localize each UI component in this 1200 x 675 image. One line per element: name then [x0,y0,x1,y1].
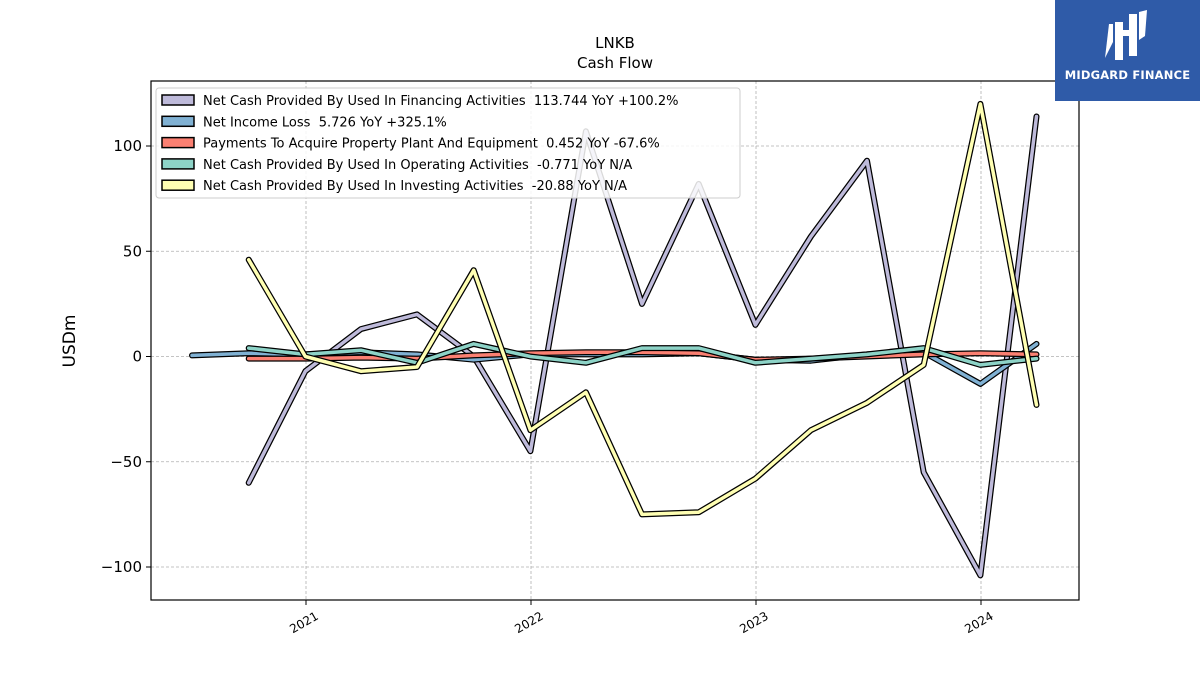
series-stroke [246,342,1039,367]
chart-title: LNKB [595,34,635,52]
legend-box [155,87,741,199]
y-tick-label: −100 [101,558,142,576]
midgard-finance-logo: MIDGARD FINANCE [1055,0,1200,101]
logo-text: MIDGARD FINANCE [1064,68,1191,82]
x-axis: 2021 2022 2023 2024 [287,600,996,636]
legend-label: Net Cash Provided By Used In Operating A… [203,158,632,173]
legend-swatch [161,94,195,106]
series-line [245,349,1040,363]
series-line [245,113,1040,579]
legend-label: Payments To Acquire Property Plant And E… [203,137,660,152]
series-line [245,340,1040,368]
legend-label: Net Income Loss 5.726 YoY +325.1% [203,115,447,130]
x-tick-label: 2023 [737,609,770,636]
y-axis: 100 50 0 −50 −100 [101,137,151,576]
legend-swatch [161,179,195,191]
series-stroke [246,102,1039,517]
y-tick-label: 0 [132,348,142,366]
legend-label: Net Cash Provided By Used In Investing A… [203,179,627,194]
chart-subtitle: Cash Flow [577,54,653,72]
legend-label: Net Cash Provided By Used In Financing A… [203,94,678,109]
x-tick-label: 2021 [287,609,320,636]
series-layer [189,100,1040,579]
logo-mark-icon [1105,10,1147,60]
y-tick-label: 50 [123,242,142,260]
legend-swatch [161,136,195,149]
y-tick-label: 100 [113,137,142,155]
series-stroke [246,350,1039,362]
legend-swatch [161,115,195,128]
legend-swatch [161,158,195,170]
x-tick-label: 2024 [962,609,995,636]
legend: Net Cash Provided By Used In Financing A… [155,87,741,199]
y-tick-label: −50 [110,453,142,471]
plot-frame [150,80,1080,601]
series-line [245,100,1040,518]
series-stroke [246,114,1039,578]
x-tick-label: 2022 [512,609,545,636]
y-axis-label: USDm [60,315,80,368]
